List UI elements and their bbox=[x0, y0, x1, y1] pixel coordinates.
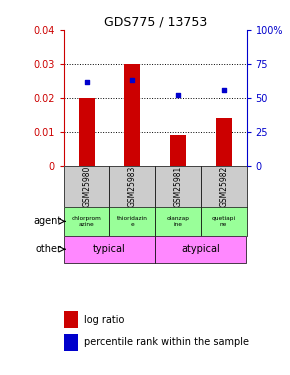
Text: typical: typical bbox=[93, 244, 126, 254]
Bar bbox=[170, 135, 186, 166]
Bar bbox=[216, 118, 232, 166]
Text: agent: agent bbox=[34, 216, 62, 226]
Point bbox=[221, 87, 226, 93]
Text: log ratio: log ratio bbox=[84, 315, 124, 325]
Bar bbox=[124, 64, 140, 166]
Bar bbox=[110, 207, 155, 236]
Point bbox=[84, 78, 89, 84]
Text: percentile rank within the sample: percentile rank within the sample bbox=[84, 338, 249, 347]
Bar bbox=[155, 207, 201, 236]
Text: thioridazin
e: thioridazin e bbox=[117, 216, 148, 227]
Point bbox=[130, 77, 135, 83]
Bar bbox=[155, 236, 246, 262]
Text: olanzap
ine: olanzap ine bbox=[166, 216, 189, 227]
Bar bbox=[201, 207, 246, 236]
Bar bbox=[64, 166, 110, 207]
Text: GSM25983: GSM25983 bbox=[128, 165, 137, 207]
Text: other: other bbox=[36, 244, 62, 254]
Bar bbox=[201, 166, 246, 207]
Title: GDS775 / 13753: GDS775 / 13753 bbox=[104, 16, 207, 29]
Text: GSM25982: GSM25982 bbox=[219, 166, 228, 207]
Bar bbox=[64, 236, 155, 262]
Text: atypical: atypical bbox=[182, 244, 220, 254]
Text: quetiapi
ne: quetiapi ne bbox=[212, 216, 236, 227]
Text: GSM25980: GSM25980 bbox=[82, 165, 91, 207]
Bar bbox=[110, 166, 155, 207]
Text: GSM25981: GSM25981 bbox=[173, 166, 182, 207]
Text: chlorprom
azine: chlorprom azine bbox=[72, 216, 101, 227]
Bar bbox=[155, 166, 201, 207]
Bar bbox=[79, 98, 95, 166]
Bar bbox=[64, 207, 110, 236]
Point bbox=[176, 92, 180, 98]
